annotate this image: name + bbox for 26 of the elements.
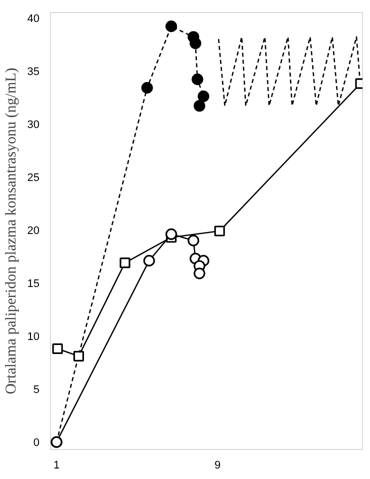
y-tick-label: 15 (27, 278, 40, 290)
point (214, 226, 225, 236)
x-tick-label: 1 (53, 460, 60, 472)
point (120, 258, 130, 268)
point (143, 254, 155, 266)
point (194, 268, 206, 280)
point (190, 37, 202, 50)
point (192, 74, 204, 86)
y-tick-label: 35 (27, 66, 40, 78)
point (141, 82, 153, 94)
y-tick-label: 25 (27, 172, 40, 184)
y-tick-label: 10 (27, 331, 40, 344)
y-tick-label: 0 (33, 437, 40, 450)
y-axis-title: Ortalama paliperidon plazma konsantrasyonu (ng/mL) (3, 68, 20, 394)
y-tick-label: 5 (33, 384, 40, 396)
y-tick-label: 40 (27, 12, 40, 25)
point (198, 90, 210, 102)
y-tick-label: 20 (27, 224, 40, 237)
point (165, 20, 178, 32)
point (165, 228, 178, 240)
y-tick-label: 30 (27, 118, 40, 131)
point (52, 343, 63, 354)
point (194, 100, 206, 112)
x-tick-label: 9 (214, 460, 221, 472)
point (188, 234, 200, 246)
point (73, 350, 84, 362)
